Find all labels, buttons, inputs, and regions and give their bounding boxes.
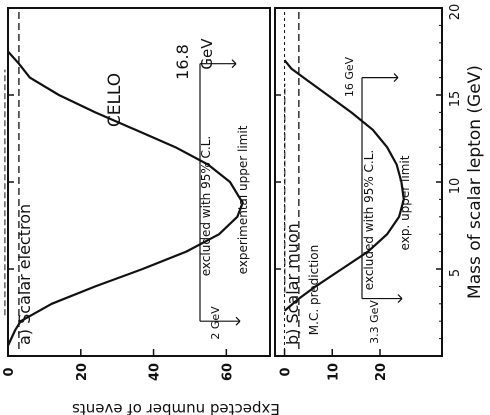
mass-tick-label: 20 — [448, 4, 463, 21]
panel-b-high-marker: 16 GeV — [343, 56, 356, 97]
panel-b-subtitle: M.C. prediction — [307, 245, 321, 335]
panel-b-curve-layer — [283, 12, 405, 352]
panel-a-title: a) Scalar electron — [15, 204, 34, 345]
panel-a-experiment: CELLO — [105, 73, 125, 127]
panel-a-upper-limit-label: experimental upper limit — [236, 125, 250, 274]
panel-b-low-marker: 3.3 GeV — [368, 300, 381, 344]
panel-b-low-arrow — [397, 294, 403, 304]
panel-b-y-tick-label: 20 — [374, 363, 389, 381]
panel-a-low-arrow — [235, 316, 241, 326]
panel-a-energy-unit: GeV — [198, 38, 216, 70]
panel-a-y-tick-label: 20 — [75, 363, 90, 381]
mass-axis-ticks: 5 10 15 20 — [8, 4, 463, 340]
panel-b-prediction-curve — [283, 59, 405, 312]
panel-a-y-tick-label: 0 — [2, 367, 17, 376]
panel-b-upper-limit-label: exp. upper limit — [398, 155, 412, 250]
panel-a-y-tick-label: 60 — [220, 363, 235, 381]
panel-a-tick-layer: 0 20 40 60 — [2, 349, 235, 381]
panel-b-excluded-label: excluded with 95% C.L. — [362, 150, 376, 290]
mass-tick-label: 5 — [448, 269, 463, 277]
mass-tick-label: 15 — [448, 91, 463, 108]
panel-b-y-tick-label: 10 — [326, 363, 341, 381]
panel-b-title: b) Scalar muon — [283, 223, 302, 345]
panel-a-excluded-label: excluded with 95% C.L. — [199, 136, 213, 276]
panel-a-prediction-curve — [7, 50, 244, 347]
panel-b-y-tick-label: 0 — [279, 367, 294, 376]
panel-a-y-tick-label: 40 — [148, 363, 163, 381]
panel-a: 0 20 40 60 a) Scalar electron CELLO 16.8 Ge… — [2, 7, 271, 381]
panel-b: 0 10 20 b) Scalar muon M.C. prediction exc… — [274, 7, 443, 381]
panel-a-curve-layer — [4, 12, 244, 352]
mass-tick-label: 10 — [448, 178, 463, 195]
panel-b-high-arrow — [393, 73, 399, 83]
panel-b-tick-layer: 0 10 20 — [279, 349, 389, 381]
panel-a-energy-label: 16.8 — [173, 44, 192, 80]
panel-a-low-marker: 2 GeV — [209, 306, 222, 340]
x-axis-label: Mass of scalar lepton (GeV) — [465, 65, 485, 299]
panel-a-high-arrow — [231, 59, 237, 69]
y-axis-label: Expected number of events — [72, 400, 280, 415]
